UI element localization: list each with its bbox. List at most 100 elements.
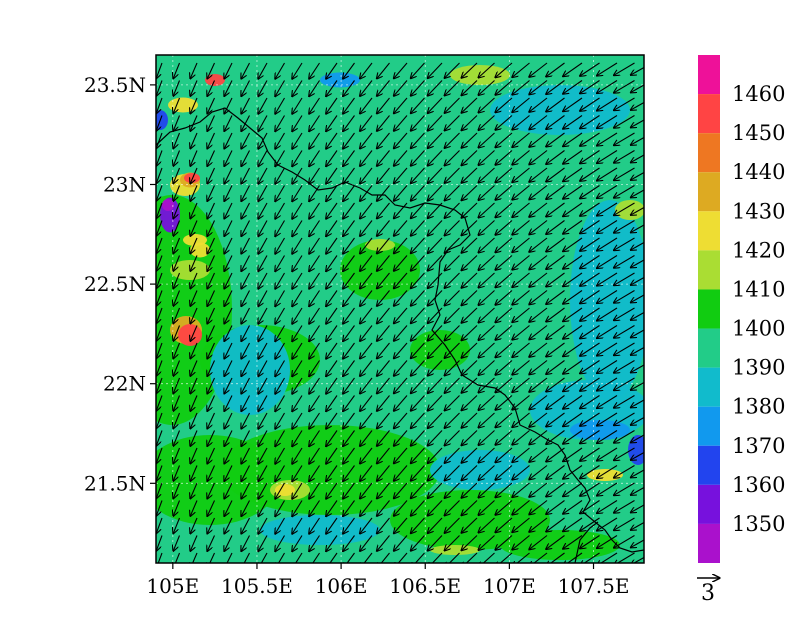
wind-vector xyxy=(563,97,583,111)
wind-vector xyxy=(173,255,181,271)
wind-vector xyxy=(241,272,250,289)
wind-vector xyxy=(445,500,460,516)
wind-vector xyxy=(597,342,618,356)
wind-vector xyxy=(529,412,548,427)
wind-vector xyxy=(156,325,163,341)
wind-vector xyxy=(479,150,495,165)
wind-vector xyxy=(258,377,268,394)
wind-vector xyxy=(428,237,443,253)
wind-vector xyxy=(462,255,478,271)
wind-vector xyxy=(275,150,285,167)
wind-vector xyxy=(377,500,390,516)
wind-vector xyxy=(292,220,303,237)
wind-vector xyxy=(563,395,583,409)
wind-vector xyxy=(614,185,635,198)
wind-vector xyxy=(309,500,320,517)
wind-vector xyxy=(462,465,478,481)
wind-vector xyxy=(360,342,373,358)
wind-vector xyxy=(462,167,478,183)
wind-vector xyxy=(190,202,198,218)
wind-vector xyxy=(241,360,250,377)
wind-vector xyxy=(343,482,355,499)
wind-vector xyxy=(445,115,460,131)
wind-vector xyxy=(173,185,181,201)
lat-tick-label: 23.5N xyxy=(84,73,146,97)
wind-vector xyxy=(360,115,373,131)
wind-vector xyxy=(512,97,530,112)
longitude-axis: 105E 105.5E 106E 106.5E 107E 107.5E xyxy=(146,563,629,598)
wind-vector xyxy=(326,395,338,412)
wind-vector xyxy=(580,220,600,234)
wind-vector xyxy=(241,465,250,482)
colorbar-label: 1410 xyxy=(732,277,785,301)
wind-vector xyxy=(190,342,198,358)
wind-vector xyxy=(631,381,644,390)
wind-vector xyxy=(631,329,644,338)
wind-vector xyxy=(360,395,373,411)
wind-vector xyxy=(631,224,644,233)
wind-vector xyxy=(173,465,181,481)
wind-vector xyxy=(292,447,303,464)
wind-vector xyxy=(190,185,198,201)
wind-vector xyxy=(241,517,250,534)
wind-vector xyxy=(411,500,425,516)
reference-vector: 3 xyxy=(697,578,719,606)
wind-vector xyxy=(343,202,355,219)
wind-vector xyxy=(445,220,460,236)
wind-vector xyxy=(309,150,320,167)
wind-vector xyxy=(309,167,320,184)
wind-vector xyxy=(275,430,285,447)
wind-vector xyxy=(614,80,635,93)
wind-vector xyxy=(631,399,644,408)
wind-vector xyxy=(631,521,644,530)
wind-vector xyxy=(495,535,513,550)
lat-tick-label: 23N xyxy=(103,172,146,196)
wind-vector xyxy=(512,535,530,550)
wind-vector xyxy=(173,220,181,236)
wind-vector xyxy=(563,80,583,94)
wind-vector xyxy=(377,552,390,563)
wind-vector xyxy=(479,482,495,497)
wind-vector xyxy=(360,482,373,498)
wind-vector xyxy=(309,97,320,114)
height-patch xyxy=(190,242,210,258)
wind-vector xyxy=(343,150,355,167)
wind-vector xyxy=(479,342,495,357)
wind-vector xyxy=(360,360,373,376)
wind-vector xyxy=(241,237,250,254)
wind-vector xyxy=(631,154,644,163)
wind-vector xyxy=(495,395,513,410)
wind-vector xyxy=(190,115,198,131)
wind-vector xyxy=(156,185,163,201)
wind-vector xyxy=(394,202,408,218)
wind-vector xyxy=(343,412,355,429)
wind-vector xyxy=(546,325,565,340)
wind-vector xyxy=(292,571,302,587)
wind-vector xyxy=(445,62,460,78)
wind-vector xyxy=(479,535,495,550)
wind-vector xyxy=(479,132,495,147)
wind-vector xyxy=(631,171,644,180)
wind-vector xyxy=(292,255,303,272)
wind-vector xyxy=(241,202,250,219)
wind-vector xyxy=(207,342,215,358)
wind-vector xyxy=(411,255,425,271)
wind-vector xyxy=(326,482,338,499)
wind-vector xyxy=(462,272,478,288)
lon-tick-label: 106.5E xyxy=(389,574,461,598)
wind-vector xyxy=(445,447,460,463)
wind-vector xyxy=(546,482,565,497)
wind-vector xyxy=(394,97,408,113)
wind-vector xyxy=(292,517,303,534)
wind-vector xyxy=(309,552,320,563)
wind-vector xyxy=(258,272,268,289)
wind-vector xyxy=(563,342,583,356)
wind-vector xyxy=(529,185,548,200)
wind-vector xyxy=(377,482,390,498)
wind-vector xyxy=(529,325,548,340)
wind-vector xyxy=(597,552,618,563)
wind-vector xyxy=(411,272,425,288)
wind-vector xyxy=(292,342,303,359)
colorbar-swatch xyxy=(698,250,720,290)
wind-vector xyxy=(275,185,285,202)
